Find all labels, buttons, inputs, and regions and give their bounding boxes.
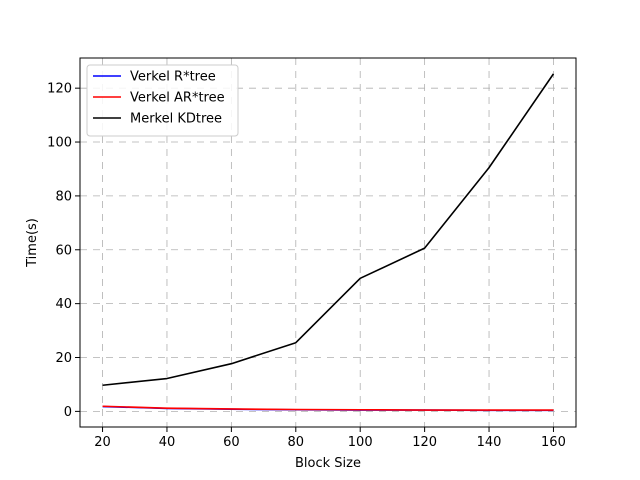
y-tick-label: 120 [47, 82, 72, 97]
legend-label: Merkel KDtree [130, 112, 222, 127]
legend-box [86, 64, 239, 137]
x-tick-label: 80 [288, 435, 305, 450]
x-tick-label: 160 [541, 435, 566, 450]
legend-label: Verkel R*tree [130, 70, 216, 85]
plot-frame [79, 57, 577, 428]
y-tick-label: 80 [55, 189, 72, 204]
x-tick-label: 100 [348, 435, 373, 450]
y-tick-label: 60 [55, 243, 72, 258]
y-axis-label: Time(s) [25, 218, 40, 268]
x-tick-label: 40 [159, 435, 176, 450]
series-line-1 [102, 405, 554, 411]
x-tick-label: 120 [412, 435, 437, 450]
series-line-2 [102, 73, 555, 387]
legend: Verkel R*tree Verkel AR*tree Merkel KDtree [86, 64, 239, 137]
y-tick-label: 40 [55, 297, 72, 312]
x-tick-label: 140 [477, 435, 502, 450]
series-lines [102, 73, 555, 412]
y-tick-label: 20 [55, 351, 72, 366]
x-tick-label: 20 [94, 435, 111, 450]
axis-ticks: 20 40 60 80 100 120 140 160 0 20 40 60 80 100 120 [47, 82, 566, 450]
y-tick-label: 100 [47, 136, 72, 151]
y-tick-label: 0 [64, 405, 72, 420]
legend-label: Verkel AR*tree [130, 91, 225, 106]
x-tick-label: 60 [223, 435, 240, 450]
x-axis-label: Block Size [295, 456, 361, 471]
